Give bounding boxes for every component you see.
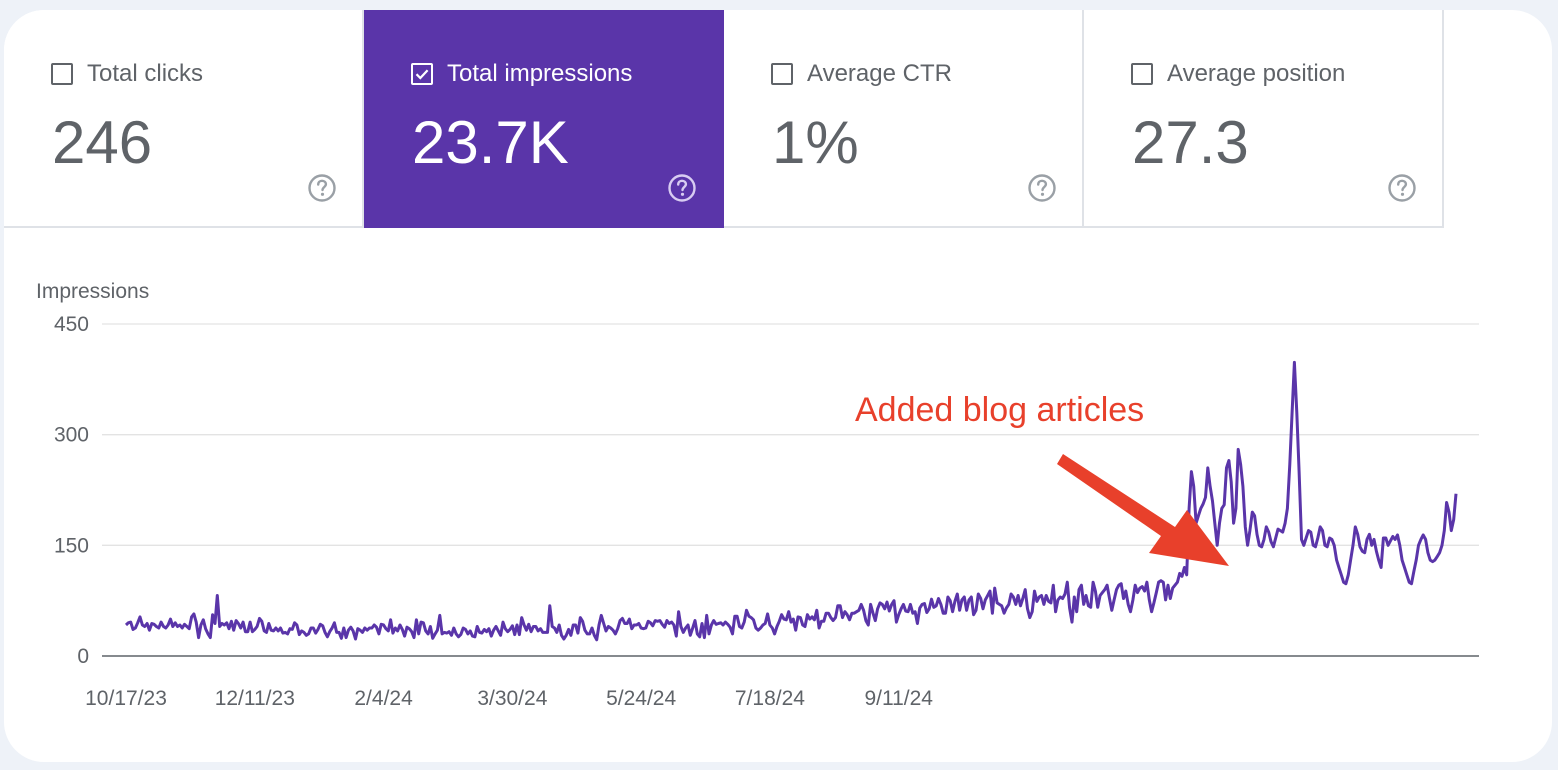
metric-header: Total impressions [411, 60, 632, 88]
x-tick-label: 5/24/24 [606, 687, 676, 710]
help-icon[interactable] [667, 173, 697, 203]
metric-label: Total clicks [87, 60, 204, 87]
metric-average-position[interactable]: Average position 27.3 [1084, 10, 1444, 228]
metric-label: Average position [1167, 60, 1346, 87]
help-icon[interactable] [307, 173, 337, 203]
metric-value: 27.3 [1132, 109, 1249, 176]
impressions-series-line [124, 360, 1458, 642]
metric-value: 246 [52, 109, 153, 176]
y-tick-label: 0 [77, 645, 89, 668]
metric-total-impressions[interactable]: Total impressions 23.7K [364, 10, 724, 228]
metric-label: Average CTR [807, 60, 952, 87]
performance-card: Total clicks 246 Total impressions 23.7K… [4, 10, 1552, 762]
metric-header: Average position [1131, 60, 1345, 88]
metric-value: 1% [772, 109, 859, 176]
checkbox-icon[interactable] [771, 63, 793, 85]
metric-header: Average CTR [771, 60, 952, 88]
annotation-group: Added blog articles [855, 391, 1229, 566]
y-axis-ticks: 0 150 300 450 [54, 313, 89, 668]
checkbox-checked-icon[interactable] [411, 63, 433, 85]
x-tick-label: 9/11/24 [864, 687, 933, 710]
y-tick-label: 300 [54, 424, 89, 447]
metric-average-ctr[interactable]: Average CTR 1% [724, 10, 1084, 228]
x-axis-ticks: 10/17/23 12/11/23 2/4/24 3/30/24 5/24/24 7/18… [85, 687, 933, 710]
x-tick-label: 10/17/23 [85, 687, 167, 710]
series-group [124, 360, 1458, 642]
checkbox-icon[interactable] [1131, 63, 1153, 85]
annotation-label: Added blog articles [855, 391, 1144, 429]
metric-label: Total impressions [447, 60, 633, 87]
x-tick-label: 12/11/23 [215, 687, 295, 710]
metric-total-clicks[interactable]: Total clicks 246 [4, 10, 364, 228]
metric-tabs: Total clicks 246 Total impressions 23.7K… [4, 10, 1444, 228]
help-icon[interactable] [1387, 173, 1417, 203]
checkbox-icon[interactable] [51, 63, 73, 85]
chart-grid [102, 323, 1479, 657]
y-tick-label: 150 [54, 534, 89, 557]
x-tick-label: 2/4/24 [354, 687, 413, 710]
metric-header: Total clicks [51, 60, 203, 88]
x-tick-label: 7/18/24 [735, 687, 805, 710]
metric-value: 23.7K [412, 109, 569, 176]
x-tick-label: 3/30/24 [477, 687, 547, 710]
y-axis-label: Impressions [36, 280, 149, 303]
help-icon[interactable] [1027, 173, 1057, 203]
y-tick-label: 450 [54, 313, 89, 336]
annotation-arrow [1057, 454, 1229, 566]
